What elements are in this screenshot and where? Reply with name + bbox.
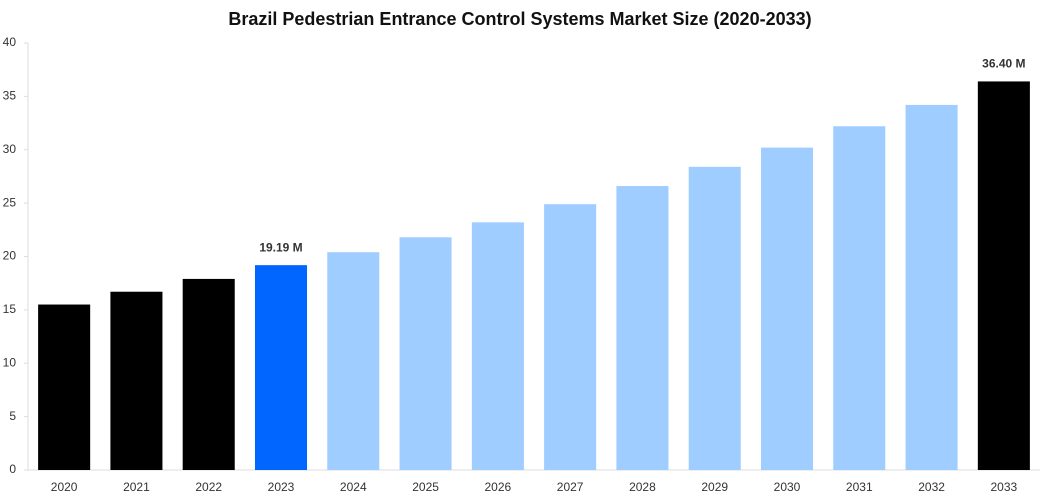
bar (182, 278, 235, 470)
chart-title: Brazil Pedestrian Entrance Control Syste… (228, 9, 811, 29)
x-tick-label: 2028 (629, 480, 656, 494)
x-tick-label: 2030 (774, 480, 801, 494)
bar (616, 186, 669, 471)
bar (38, 304, 91, 470)
x-tick-label: 2032 (918, 480, 945, 494)
bar (977, 81, 1030, 471)
x-tick-label: 2031 (846, 480, 873, 494)
x-tick-label: 2020 (51, 480, 78, 494)
bar (833, 126, 886, 470)
y-tick-label: 20 (3, 249, 17, 263)
bar (327, 252, 380, 470)
y-tick-label: 35 (3, 89, 17, 103)
bar (471, 222, 524, 470)
x-tick-label: 2026 (485, 480, 512, 494)
y-tick-label: 15 (3, 302, 17, 316)
y-tick-label: 40 (3, 35, 17, 49)
y-tick-label: 5 (9, 409, 16, 423)
bar (760, 147, 814, 471)
value-label: 36.40 M (982, 57, 1025, 71)
y-tick-label: 30 (3, 142, 17, 156)
x-tick-label: 2024 (340, 480, 367, 494)
x-tick-label: 2027 (557, 480, 584, 494)
bar (399, 237, 452, 470)
x-tick-label: 2025 (412, 480, 439, 494)
value-label: 19.19 M (259, 240, 302, 254)
bar (544, 204, 597, 470)
y-tick-label: 25 (3, 195, 17, 209)
x-tick-label: 2033 (991, 480, 1018, 494)
bar (110, 291, 163, 470)
y-tick-label: 10 (3, 355, 17, 369)
bar (254, 265, 308, 470)
bar (905, 104, 958, 470)
x-tick-label: 2022 (195, 480, 222, 494)
bar (688, 166, 741, 470)
x-tick-label: 2021 (123, 480, 150, 494)
y-tick-label: 0 (9, 462, 16, 476)
x-tick-label: 2023 (268, 480, 295, 494)
x-tick-label: 2029 (701, 480, 728, 494)
